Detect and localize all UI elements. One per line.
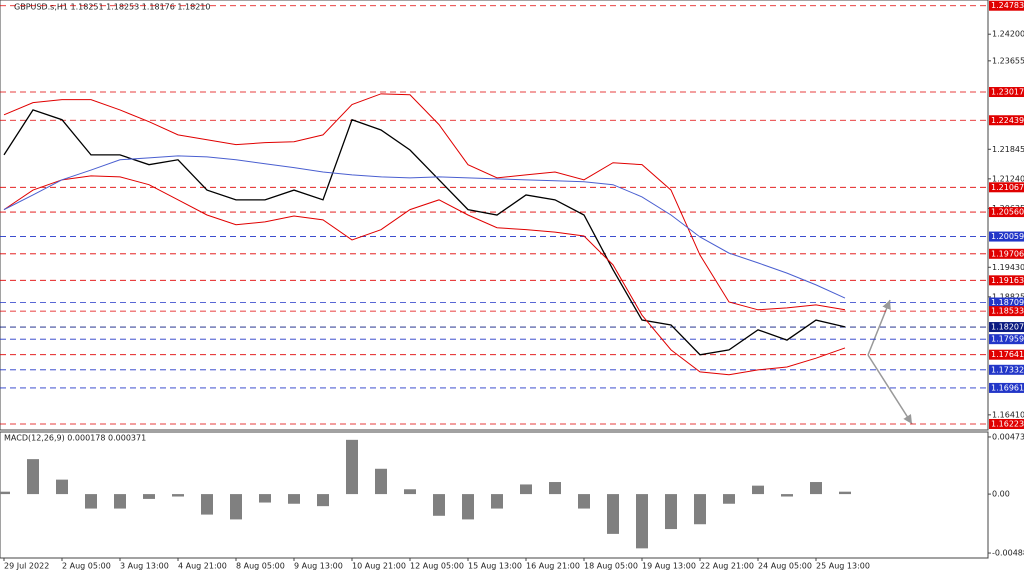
macd-bar xyxy=(143,494,155,499)
level-label: 1.17641 xyxy=(991,350,1024,359)
level-label: 1.18533 xyxy=(991,307,1024,316)
macd-bar xyxy=(230,494,242,520)
macd-bar xyxy=(781,494,793,497)
macd-bar xyxy=(578,494,590,509)
level-label-box xyxy=(989,87,1024,98)
y-tick-label: 1.23655 xyxy=(992,56,1024,65)
level-label-box xyxy=(989,182,1024,193)
forecast-arrow-down xyxy=(867,354,913,425)
macd-bar xyxy=(752,485,764,495)
price-line xyxy=(3,109,846,356)
macd-bar xyxy=(636,494,648,549)
macd-bar xyxy=(462,494,474,520)
macd-bar xyxy=(810,482,822,495)
level-label: 1.24783 xyxy=(991,1,1024,10)
x-tick-label: 8 Aug 05:00 xyxy=(236,562,285,571)
level-label: 1.20059 xyxy=(991,232,1024,241)
y-tick-label: 0.00 xyxy=(992,490,1010,499)
macd-bar xyxy=(433,494,445,516)
level-label-box xyxy=(989,364,1024,375)
x-tick-label: 9 Aug 13:00 xyxy=(294,562,343,571)
main-frame xyxy=(0,0,989,431)
level-label-box xyxy=(989,382,1024,393)
macd-bar xyxy=(375,468,387,495)
level-label: 1.19163 xyxy=(991,276,1024,285)
level-label: 1.20560 xyxy=(991,208,1024,217)
macd-bar xyxy=(259,494,271,503)
macd-bar xyxy=(404,489,416,495)
level-label-box xyxy=(989,297,1024,308)
macd-bar xyxy=(172,494,184,497)
y-tick-label: 1.18825 xyxy=(992,292,1024,301)
macd-bar xyxy=(85,494,97,509)
x-tick-label: 22 Aug 21:00 xyxy=(700,562,754,571)
macd-frame xyxy=(0,431,989,559)
macd-bar xyxy=(694,494,706,525)
price-line xyxy=(3,155,846,299)
price-line xyxy=(3,175,846,376)
x-tick-label: 15 Aug 13:00 xyxy=(468,562,522,571)
macd-bar xyxy=(288,494,300,504)
level-label-box xyxy=(989,207,1024,218)
x-tick-label: 19 Aug 13:00 xyxy=(642,562,696,571)
x-tick-label: 12 Aug 05:00 xyxy=(410,562,464,571)
x-tick-label: 4 Aug 21:00 xyxy=(178,562,227,571)
macd-bar xyxy=(839,491,851,495)
macd-bar xyxy=(665,494,677,530)
x-tick-label: 24 Aug 05:00 xyxy=(758,562,812,571)
y-tick-label: 1.16410 xyxy=(992,410,1024,419)
macd-bar xyxy=(317,494,329,507)
x-tick-label: 18 Aug 05:00 xyxy=(584,562,638,571)
level-label: 1.23017 xyxy=(991,88,1024,97)
level-label-box xyxy=(989,334,1024,345)
macd-title: MACD(12,26,9) 0.000178 0.000371 xyxy=(4,434,146,443)
macd-bar xyxy=(0,491,10,495)
forecast-arrow-up xyxy=(867,299,891,356)
level-label-box xyxy=(989,275,1024,286)
macd-bar xyxy=(723,494,735,504)
macd-bar xyxy=(549,482,561,495)
level-label-box xyxy=(989,322,1024,333)
macd-bar xyxy=(491,494,503,509)
x-tick-label: 25 Aug 13:00 xyxy=(816,562,870,571)
level-label: 1.19706 xyxy=(991,249,1024,258)
level-label-box xyxy=(989,248,1024,259)
level-label-box xyxy=(989,231,1024,242)
macd-bar xyxy=(607,494,619,534)
level-label: 1.18207 xyxy=(991,323,1024,332)
x-tick-label: 3 Aug 13:00 xyxy=(120,562,169,571)
y-tick-label: 1.21845 xyxy=(992,145,1024,154)
y-tick-label: 1.24200 xyxy=(992,30,1024,39)
chart-title: GBPUSD.s,H1 1.18251 1.18253 1.18176 1.18… xyxy=(14,3,210,12)
y-tick-label: -0.004889 xyxy=(992,549,1024,558)
x-tick-label: 2 Aug 05:00 xyxy=(62,562,111,571)
y-tick-label: 0.004738 xyxy=(992,432,1024,441)
y-tick-label: 1.21240 xyxy=(992,174,1024,183)
level-label-box xyxy=(989,115,1024,126)
macd-bar xyxy=(56,479,68,495)
level-label-box xyxy=(989,349,1024,360)
x-tick-label: 16 Aug 21:00 xyxy=(526,562,580,571)
level-label: 1.18709 xyxy=(991,298,1024,307)
level-label: 1.21067 xyxy=(991,183,1024,192)
price-line xyxy=(3,93,846,311)
level-label-box xyxy=(989,306,1024,317)
macd-bar xyxy=(27,459,39,495)
macd-bar xyxy=(346,439,358,495)
macd-bar xyxy=(520,484,532,495)
x-tick-label: 10 Aug 21:00 xyxy=(352,562,406,571)
level-label: 1.17959 xyxy=(991,335,1024,344)
level-label: 1.17332 xyxy=(991,365,1024,374)
y-tick-label: 1.19430 xyxy=(992,263,1024,272)
x-tick-label: 29 Jul 2022 xyxy=(4,562,49,571)
level-label-box xyxy=(989,418,1024,429)
level-label: 1.22439 xyxy=(991,116,1024,125)
level-label: 1.16223 xyxy=(991,419,1024,428)
level-label-box xyxy=(989,0,1024,11)
level-label: 1.16961 xyxy=(991,383,1024,392)
macd-bar xyxy=(114,494,126,509)
macd-bar xyxy=(201,494,213,515)
